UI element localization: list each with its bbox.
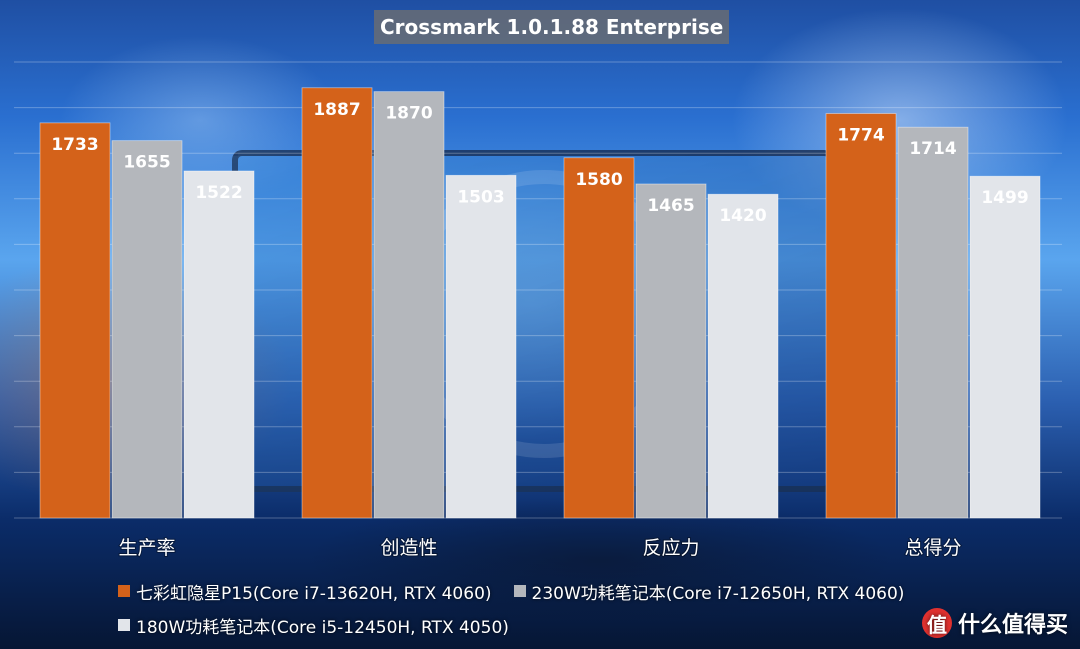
site-watermark: 值 什么值得买 xyxy=(921,607,1068,639)
legend-swatch-series-2 xyxy=(513,585,526,597)
legend-label-series-3: 180W功耗笔记本(Core i5-12450H, RTX 4050) xyxy=(136,617,509,638)
chart-title: Crossmark 1.0.1.88 Enterprise xyxy=(374,10,730,44)
data-label-series-2-3: 1465 xyxy=(647,196,694,216)
data-label-series-3-3: 1420 xyxy=(719,206,766,226)
legend-label-series-1: 七彩虹隐星P15(Core i7-13620H, RTX 4060) xyxy=(136,583,492,604)
bar-series-3-3 xyxy=(707,193,779,519)
bar-series-2-1 xyxy=(111,140,183,519)
category-label-2: 创造性 xyxy=(380,537,437,559)
category-label-4: 总得分 xyxy=(904,537,961,559)
bar-series-3-4 xyxy=(969,175,1041,519)
category-label-3: 反应力 xyxy=(642,537,699,559)
data-label-series-1-4: 1774 xyxy=(837,126,884,146)
bar-series-2-3 xyxy=(635,183,707,519)
data-label-series-2-2: 1870 xyxy=(385,104,432,124)
bar-series-1-4 xyxy=(825,113,897,519)
legend-item-series-3: 180W功耗笔记本(Core i5-12450H, RTX 4050) xyxy=(118,613,509,638)
data-label-series-1-2: 1887 xyxy=(313,100,360,120)
legend-swatch-series-3 xyxy=(118,619,130,631)
data-label-series-2-1: 1655 xyxy=(123,153,170,173)
watermark-logo-icon: 值 xyxy=(921,608,952,638)
legend-label-series-2: 230W功耗笔记本(Core i7-12650H, RTX 4060) xyxy=(531,583,905,604)
legend-item-series-2: 230W功耗笔记本(Core i7-12650H, RTX 4060) xyxy=(513,579,905,604)
data-label-series-1-1: 1733 xyxy=(51,135,98,155)
data-label-series-1-3: 1580 xyxy=(575,170,622,190)
legend-row-1: 七彩虹隐星P15(Core i7-13620H, RTX 4060) 230W功… xyxy=(118,574,988,608)
data-labels: 1733 1655 1522 1887 1870 1503 1580 1465 1420 1774… xyxy=(51,100,1028,226)
bar-series-3-1 xyxy=(183,170,255,519)
bars xyxy=(39,87,1041,519)
data-label-series-3-2: 1503 xyxy=(457,187,504,207)
bar-series-2-4 xyxy=(897,126,969,519)
legend-item-series-1: 七彩虹隐星P15(Core i7-13620H, RTX 4060) xyxy=(118,579,492,604)
data-label-series-3-1: 1522 xyxy=(195,183,242,203)
bar-series-1-1 xyxy=(39,122,111,519)
legend: 七彩虹隐星P15(Core i7-13620H, RTX 4060) 230W功… xyxy=(118,574,988,642)
category-label-1: 生产率 xyxy=(118,537,175,559)
legend-row-2: 180W功耗笔记本(Core i5-12450H, RTX 4050) xyxy=(118,608,988,642)
watermark-text: 什么值得买 xyxy=(957,613,1068,638)
category-labels: 生产率 创造性 反应力 总得分 xyxy=(117,536,962,560)
data-label-series-2-4: 1714 xyxy=(909,139,956,159)
bar-series-1-3 xyxy=(563,157,635,519)
bar-series-1-2 xyxy=(301,87,373,519)
data-label-series-3-4: 1499 xyxy=(981,188,1028,208)
legend-swatch-series-1 xyxy=(118,585,130,597)
bar-series-3-2 xyxy=(445,174,517,519)
bar-series-2-2 xyxy=(373,91,445,519)
